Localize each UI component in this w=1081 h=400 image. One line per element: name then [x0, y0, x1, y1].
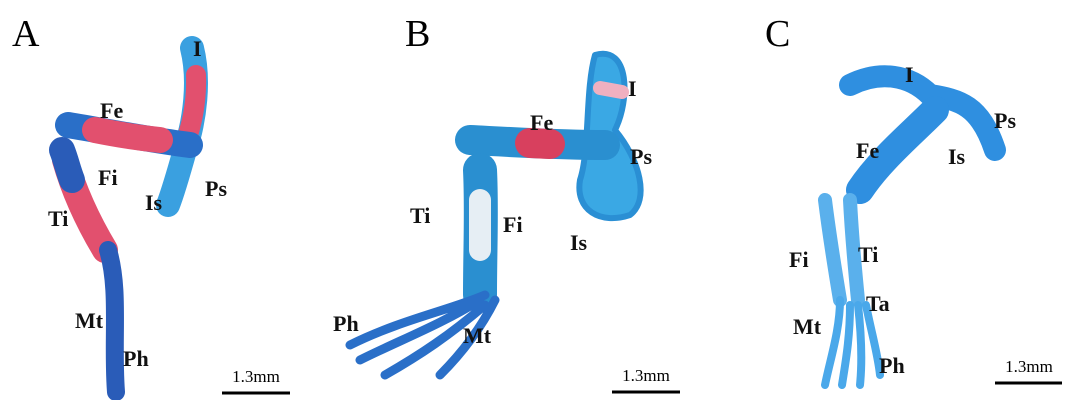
bone-label: Ps	[994, 108, 1016, 133]
bone-label: I	[628, 76, 637, 101]
bone-label: Is	[948, 144, 966, 169]
bone-label: Fe	[856, 138, 879, 163]
bone-label: Ph	[333, 311, 359, 336]
panel-letter: A	[12, 13, 40, 55]
bone-label: Is	[570, 230, 588, 255]
panel-letter: B	[405, 13, 430, 55]
bone-label: Ph	[123, 346, 149, 371]
bone-label: Fi	[98, 165, 118, 190]
bone-label: Ti	[410, 203, 430, 228]
bone-label: Ph	[879, 353, 905, 378]
scale-label: 1.3mm	[1005, 357, 1053, 376]
bone-label: Mt	[75, 308, 104, 333]
bone-label: Fi	[503, 212, 523, 237]
scale-label: 1.3mm	[622, 366, 670, 385]
bone-label: Ti	[858, 242, 878, 267]
bone-label: Ta	[866, 291, 890, 316]
bone-label: Ti	[48, 206, 68, 231]
figure: A I Fe Fi Ti Is Ps Mt Ph 1.3mm B I Fe Ps Ti Fi Is Ph Mt 1.3…	[0, 0, 1081, 400]
bone-label: Mt	[793, 314, 822, 339]
bone-label: Fe	[530, 110, 553, 135]
bone-label: Mt	[463, 323, 492, 348]
scale-label: 1.3mm	[232, 367, 280, 386]
bone-label: Is	[145, 190, 163, 215]
bone-label: I	[193, 36, 202, 61]
bone-label: Fe	[100, 98, 123, 123]
specimen-c	[825, 76, 995, 385]
bone-label: I	[905, 62, 914, 87]
panel-letter: C	[765, 13, 790, 55]
specimen-a	[62, 48, 196, 392]
bone-label: Ps	[630, 144, 652, 169]
specimen-b	[350, 54, 641, 375]
bone-label: Fi	[789, 247, 809, 272]
bone-label: Ps	[205, 176, 227, 201]
